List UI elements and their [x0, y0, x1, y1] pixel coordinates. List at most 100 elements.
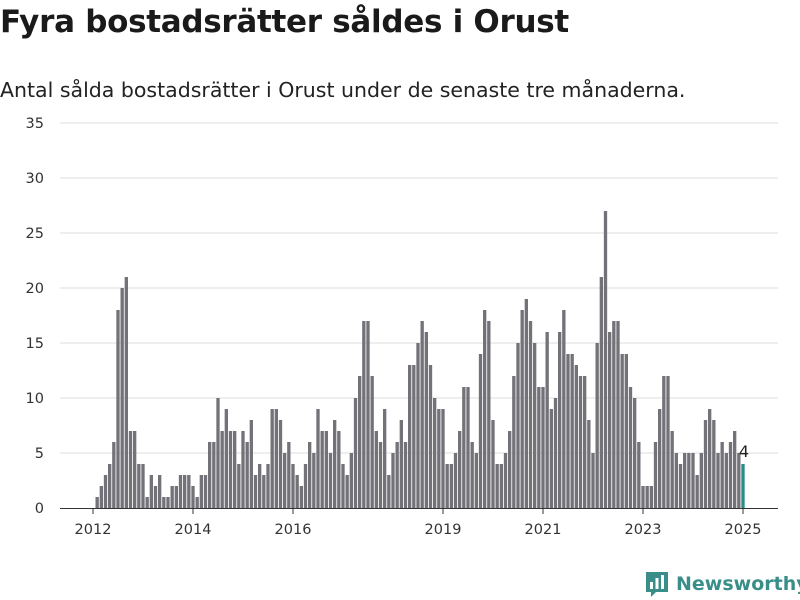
bar — [524, 299, 528, 508]
bar — [645, 486, 649, 508]
bar — [349, 453, 353, 508]
bar — [241, 431, 245, 508]
bar — [703, 420, 708, 508]
bar — [453, 453, 458, 508]
bar — [549, 409, 553, 508]
bar — [424, 332, 428, 508]
x-tick-label: 2012 — [75, 522, 112, 538]
bar — [328, 453, 333, 508]
bar — [191, 486, 195, 508]
bar — [512, 376, 516, 508]
bar — [670, 431, 674, 508]
bar — [728, 442, 733, 508]
bar — [158, 475, 162, 508]
bar — [520, 310, 524, 508]
bar — [708, 409, 712, 508]
bar — [612, 321, 616, 508]
bar — [412, 365, 416, 508]
bar — [116, 310, 120, 508]
bar — [316, 409, 320, 508]
bar — [103, 475, 108, 508]
bar — [720, 442, 724, 508]
bar — [724, 453, 728, 508]
newsworthy-logo-icon — [646, 572, 668, 597]
bar — [145, 497, 149, 508]
chart-subtitle: Antal sålda bostadsrätter i Orust under … — [0, 78, 686, 102]
bar — [195, 497, 199, 508]
bar — [220, 431, 224, 508]
bar — [149, 475, 153, 508]
bar — [491, 420, 495, 508]
bar — [266, 464, 270, 508]
bar — [216, 398, 220, 508]
bar — [245, 442, 249, 508]
bar — [303, 464, 308, 508]
bar — [574, 365, 578, 508]
bar — [370, 376, 374, 508]
bar — [620, 354, 624, 508]
bar — [395, 442, 399, 508]
bar — [383, 409, 387, 508]
bar — [320, 431, 324, 508]
bar — [562, 310, 566, 508]
bar — [653, 442, 658, 508]
bar — [291, 464, 295, 508]
bar — [658, 409, 662, 508]
bar — [278, 420, 283, 508]
bar — [695, 475, 699, 508]
bar — [628, 387, 633, 508]
bar — [224, 409, 228, 508]
bar — [445, 464, 449, 508]
bar — [541, 387, 545, 508]
y-tick-label: 10 — [26, 391, 44, 407]
bar — [212, 442, 216, 508]
bar — [691, 453, 695, 508]
y-tick-label: 20 — [26, 281, 44, 297]
bar — [516, 343, 520, 508]
bar — [324, 431, 328, 508]
bar — [274, 409, 278, 508]
bar — [578, 376, 583, 508]
bar — [678, 464, 683, 508]
bar — [433, 398, 437, 508]
bar — [428, 365, 433, 508]
bar — [262, 475, 266, 508]
highlighted-bar — [741, 464, 745, 508]
bar — [362, 321, 366, 508]
bar — [474, 453, 478, 508]
bar — [545, 332, 549, 508]
bar — [649, 486, 653, 508]
bar — [203, 475, 208, 508]
highlight-data-label: 4 — [739, 442, 749, 461]
bar — [170, 486, 174, 508]
bar — [737, 453, 741, 508]
bar — [333, 420, 337, 508]
bar — [95, 497, 99, 508]
y-tick-label: 30 — [26, 171, 44, 187]
y-tick-label: 25 — [26, 226, 44, 242]
bar — [624, 354, 628, 508]
x-tick-label: 2023 — [625, 522, 662, 538]
bar — [270, 409, 274, 508]
bar — [299, 486, 303, 508]
bar — [583, 376, 587, 508]
bar — [295, 475, 299, 508]
y-tick-label: 35 — [26, 116, 44, 132]
bar — [408, 365, 412, 508]
bar — [458, 431, 462, 508]
bar — [403, 442, 408, 508]
bar — [595, 343, 599, 508]
bar — [699, 453, 703, 508]
bar — [416, 343, 420, 508]
bar — [733, 431, 737, 508]
bar — [483, 310, 487, 508]
x-tick-label: 2019 — [425, 522, 462, 538]
brand-name: Newsworthy — [676, 573, 800, 595]
bar — [337, 431, 341, 508]
bar — [616, 321, 620, 508]
bar — [178, 475, 183, 508]
bar — [378, 442, 383, 508]
bar — [112, 442, 116, 508]
bar — [162, 497, 166, 508]
